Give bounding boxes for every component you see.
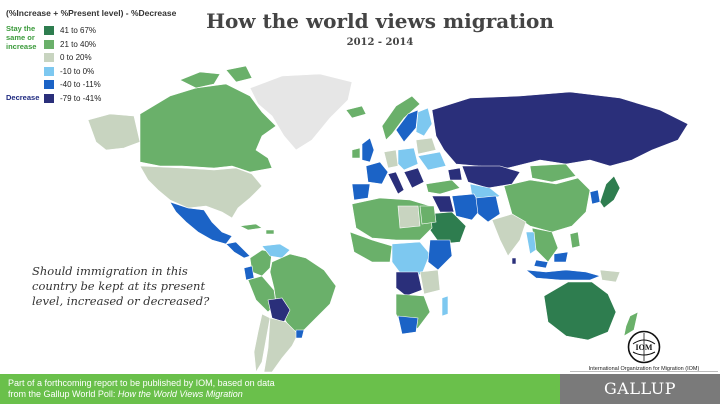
legend-group-stay: Stay the same or increase (6, 24, 37, 51)
legend-swatch (44, 39, 54, 49)
gallup-logo: GALLUP (560, 374, 720, 404)
region-canada-arctic (179, 65, 253, 89)
legend-item: -40 to -11% (44, 78, 101, 92)
region-thailand (525, 231, 537, 255)
iom-branding: IOM International Organization for Migra… (568, 330, 720, 372)
legend-items: 41 to 67% 21 to 40% 0 to 20% -10 to 0% -… (44, 24, 101, 105)
footer-line-1: Part of a forthcoming report to be publi… (8, 378, 275, 388)
legend-item: 41 to 67% (44, 24, 101, 38)
region-turkey (425, 179, 461, 195)
footer-line-2: from the Gallup World Poll: How the Worl… (8, 389, 560, 400)
region-mexico (169, 201, 233, 245)
region-ukraine (417, 151, 447, 171)
legend-label: 41 to 67% (60, 26, 97, 36)
region-india (491, 213, 527, 257)
region-afghanistan-pakistan (475, 195, 501, 223)
legend-swatch (44, 26, 54, 36)
iom-logo-text: IOM (636, 343, 653, 352)
iom-logo-icon: IOM (627, 330, 661, 364)
legend-label: -10 to 0% (60, 66, 95, 76)
region-bolivia (267, 297, 291, 323)
region-balkans (403, 167, 425, 189)
region-central-europe (397, 147, 419, 171)
legend-swatch (44, 53, 54, 63)
region-japan (599, 175, 621, 209)
legend-item: 21 to 40% (44, 38, 101, 52)
region-uruguay (295, 329, 305, 339)
region-spain (351, 183, 371, 201)
region-korea (589, 189, 601, 205)
footer-note: Part of a forthcoming report to be publi… (0, 374, 560, 404)
region-tanzania (419, 269, 441, 295)
region-venezuela (261, 243, 291, 259)
region-central-america (225, 241, 251, 259)
map-title: How the world views migration (206, 9, 554, 33)
survey-question: Should immigration in this country be ke… (32, 264, 210, 308)
region-caucasus (447, 167, 463, 181)
region-uk (361, 137, 375, 163)
region-mongolia (529, 163, 577, 183)
legend-label: -79 to -41% (60, 93, 102, 103)
legend-label: 0 to 20% (60, 53, 92, 63)
map-subtitle: 2012 - 2014 (346, 37, 414, 48)
region-chile (253, 313, 271, 373)
region-finland (415, 107, 433, 137)
region-ireland (351, 147, 361, 159)
region-caribbean (238, 223, 275, 235)
region-east-africa (427, 239, 453, 271)
footer-report-title: How the World Views Migration (117, 389, 243, 399)
region-west-africa (349, 231, 393, 263)
region-madagascar (441, 295, 449, 317)
legend-label: -40 to -11% (60, 80, 101, 90)
iom-name: International Organization for Migration… (588, 366, 700, 372)
region-iceland (345, 105, 367, 119)
region-belarus (415, 137, 437, 155)
legend-swatch (44, 93, 54, 103)
footer-corner-shape (540, 374, 560, 404)
region-australia (543, 281, 617, 341)
legend: (%Increase + %Present level) - %Decrease… (6, 8, 177, 103)
iom-divider (570, 371, 718, 372)
legend-swatch (44, 66, 54, 76)
region-iran (451, 193, 483, 221)
region-south-africa (397, 315, 419, 335)
legend-item: -10 to 0% (44, 65, 101, 79)
region-malaysia (533, 251, 569, 269)
region-germany (383, 149, 399, 169)
region-argentina (263, 317, 299, 373)
legend-swatch (44, 80, 54, 90)
region-usa (139, 165, 263, 219)
region-canada (139, 83, 277, 173)
region-png (599, 269, 621, 283)
region-new-zealand (623, 311, 639, 337)
region-sri-lanka (511, 257, 517, 265)
legend-item: 0 to 20% (44, 51, 101, 65)
region-alaska (87, 113, 141, 151)
region-ecuador (243, 265, 255, 281)
footer-line-2-prefix: from the Gallup World Poll: (8, 389, 118, 399)
region-philippines (569, 231, 581, 249)
region-indonesia (525, 269, 601, 281)
legend-header: (%Increase + %Present level) - %Decrease (6, 8, 177, 18)
region-italy (387, 171, 405, 195)
legend-item: -79 to -41% (44, 92, 101, 106)
legend-group-decrease: Decrease (6, 93, 40, 102)
region-norway (381, 95, 421, 141)
region-russia (431, 91, 689, 169)
legend-label: 21 to 40% (60, 39, 97, 49)
region-iraq-syria (431, 195, 455, 213)
region-libya (397, 205, 421, 229)
region-greenland (249, 73, 353, 151)
region-egypt (419, 205, 437, 225)
region-france (365, 161, 389, 185)
region-drc (395, 271, 423, 297)
region-north-africa (351, 197, 433, 241)
